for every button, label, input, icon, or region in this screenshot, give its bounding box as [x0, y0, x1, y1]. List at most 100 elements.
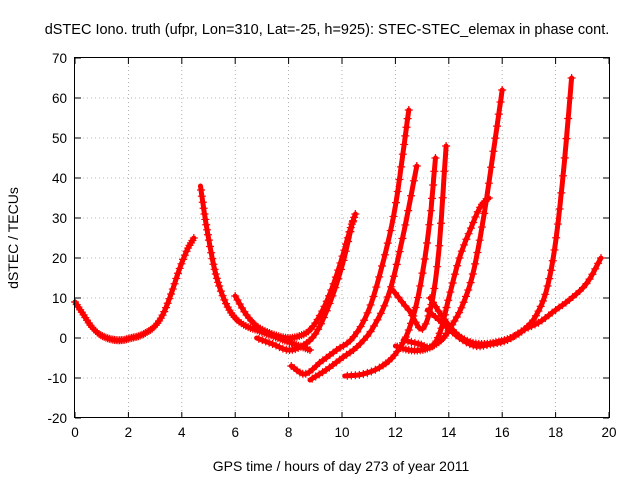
- x-tick-label: 4: [178, 425, 186, 440]
- data-point-marker: [457, 247, 466, 256]
- data-point-marker: [411, 318, 420, 327]
- data-point-marker: [394, 293, 403, 302]
- data-point-marker: [404, 306, 413, 314]
- data-point-marker: [378, 262, 387, 270]
- data-point-marker: [489, 147, 498, 156]
- data-point-marker: [328, 291, 337, 300]
- data-point-marker: [349, 332, 358, 341]
- data-point-marker: [366, 300, 375, 309]
- data-point-marker: [383, 239, 392, 248]
- data-point-marker: [498, 86, 507, 94]
- data-point-marker: [204, 236, 213, 245]
- data-point-marker: [426, 206, 435, 215]
- data-point-marker: [560, 153, 569, 162]
- data-point-marker: [446, 288, 455, 297]
- data-point-marker: [442, 142, 451, 150]
- data-point-marker: [308, 374, 317, 383]
- data-point-marker: [202, 220, 211, 229]
- data-point-marker: [393, 187, 402, 196]
- data-point-marker: [380, 301, 389, 310]
- data-point-marker: [372, 283, 381, 292]
- data-point-marker: [216, 287, 225, 296]
- data-point-marker: [312, 362, 321, 371]
- data-point-marker: [397, 297, 406, 306]
- data-point-marker: [424, 307, 433, 315]
- data-point-marker: [331, 283, 340, 292]
- data-point-marker: [411, 303, 420, 312]
- data-point-marker: [383, 292, 392, 301]
- data-point-marker: [565, 94, 574, 103]
- data-point-marker: [160, 307, 169, 316]
- data-point-marker: [559, 171, 568, 180]
- data-point-marker: [393, 342, 402, 351]
- data-point-marker: [235, 300, 244, 309]
- data-point-marker: [407, 338, 416, 347]
- data-point-marker: [481, 196, 490, 205]
- y-tick-label: 10: [52, 291, 67, 306]
- series-arc-4: [254, 218, 357, 355]
- data-point-marker: [480, 209, 489, 218]
- data-point-marker: [214, 278, 223, 287]
- data-point-marker: [182, 247, 191, 256]
- data-point-marker: [431, 154, 440, 162]
- data-point-marker: [414, 339, 423, 348]
- data-point-marker: [437, 311, 446, 320]
- data-point-marker: [471, 259, 480, 268]
- data-point-marker: [363, 308, 372, 317]
- data-point-marker: [391, 198, 400, 207]
- data-point-marker: [489, 339, 498, 348]
- y-tick-label: 70: [52, 51, 67, 66]
- data-point-marker: [545, 274, 554, 283]
- data-point-marker: [351, 210, 360, 218]
- data-point-marker: [314, 325, 323, 334]
- y-tick-label: 50: [52, 131, 67, 146]
- data-point-marker: [465, 340, 474, 349]
- data-point-marker: [100, 332, 109, 341]
- data-point-marker: [398, 150, 407, 159]
- data-point-marker: [391, 288, 400, 297]
- data-point-marker: [258, 336, 267, 345]
- data-point-marker: [172, 274, 181, 283]
- data-point-marker: [408, 311, 417, 320]
- data-point-marker: [201, 215, 210, 224]
- data-point-marker: [430, 167, 439, 176]
- data-point-marker: [433, 333, 442, 342]
- data-point-marker: [425, 220, 434, 229]
- data-point-marker: [430, 339, 439, 348]
- data-point-marker: [477, 223, 486, 232]
- x-tick-label: 20: [601, 425, 616, 440]
- data-point-marker: [486, 340, 495, 349]
- series-arc-9: [400, 194, 493, 352]
- data-point-marker: [438, 193, 447, 202]
- data-point-marker: [103, 334, 112, 343]
- data-point-marker: [380, 250, 389, 259]
- x-tick-labels: 0 2 4 6 8 10 12 14 16 18 20: [71, 425, 616, 440]
- y-tick-label: 60: [52, 91, 67, 106]
- y-tick-label: 30: [52, 211, 67, 226]
- data-point-marker: [376, 309, 385, 318]
- data-point-marker: [360, 316, 369, 325]
- data-point-marker: [231, 292, 240, 300]
- data-point-marker: [496, 98, 505, 107]
- data-point-marker: [404, 326, 413, 334]
- data-point-marker: [317, 319, 326, 328]
- data-point-marker: [136, 331, 145, 340]
- data-point-marker: [564, 114, 573, 123]
- data-point-marker: [375, 272, 384, 281]
- data-point-marker: [416, 281, 425, 290]
- data-point-marker: [594, 259, 603, 268]
- y-tick-label: 20: [52, 251, 67, 266]
- series-line: [424, 255, 604, 349]
- data-point-marker: [401, 301, 410, 310]
- x-tick-label: 2: [125, 425, 133, 440]
- data-point-marker: [371, 365, 380, 374]
- data-point-marker: [437, 324, 446, 333]
- data-point-marker: [337, 265, 346, 274]
- data-point-marker: [344, 237, 353, 246]
- series-line: [254, 219, 356, 353]
- data-point-marker: [466, 278, 475, 287]
- data-point-marker: [527, 322, 536, 331]
- data-point-marker: [472, 342, 481, 351]
- data-point-marker: [547, 266, 556, 275]
- data-point-marker: [403, 337, 412, 346]
